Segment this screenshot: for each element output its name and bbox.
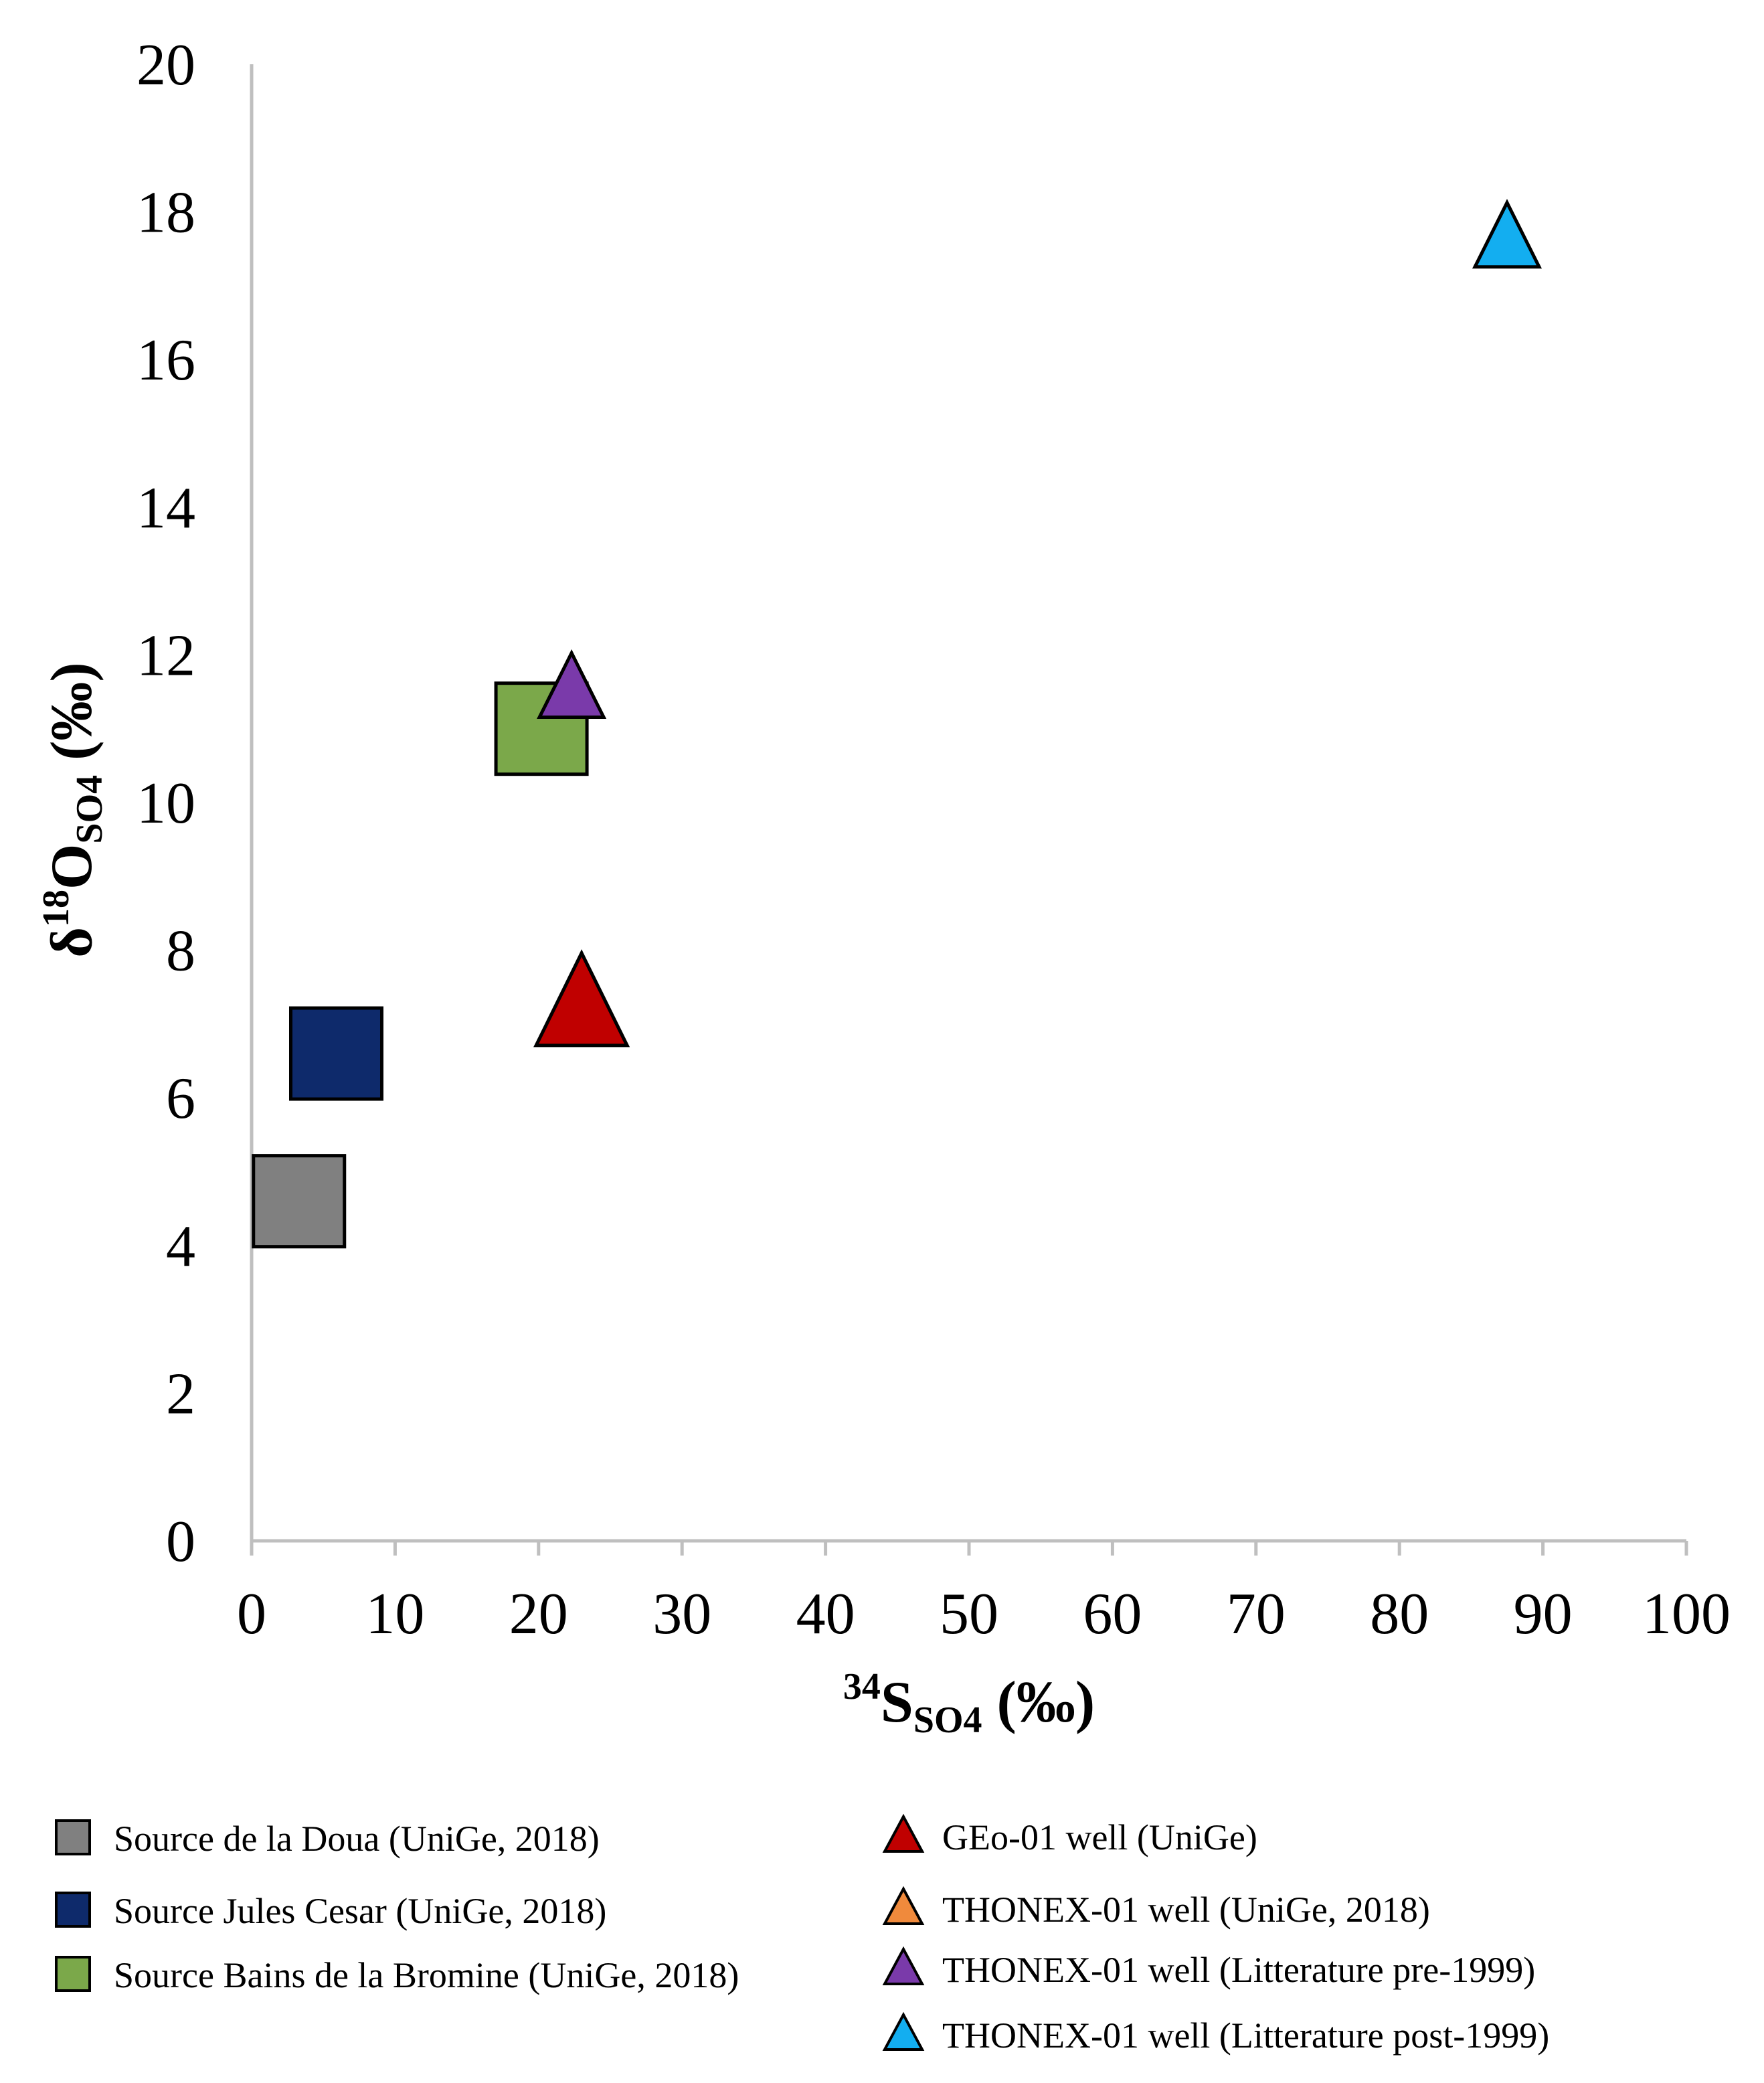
y-axis-title-main: O: [39, 844, 104, 890]
legend-label: THONEX-01 well (UniGe, 2018): [942, 1890, 1430, 1930]
legend-triangle-icon: [882, 1886, 925, 1925]
x-tick-labels: 0 10 20 30 40 50 60 70 80 90 100: [237, 1582, 1731, 1647]
legend-triangle-icon: [882, 2011, 925, 2051]
y-tick-labels: 0 2 4 6 8 10 12 14 16 18 20: [137, 33, 195, 1574]
legend-item: Source Jules Cesar (UniGe, 2018): [55, 1891, 606, 1931]
x-tick-label: 100: [1642, 1582, 1731, 1647]
y-tick-label: 18: [137, 181, 195, 246]
legend-label: Source Jules Cesar (UniGe, 2018): [114, 1891, 606, 1931]
legend-label: THONEX-01 well (Litterature pre-1999): [942, 1950, 1535, 1990]
x-tick-label: 50: [940, 1582, 998, 1647]
data-point-triangle: [533, 949, 630, 1048]
x-tick-label: 30: [652, 1582, 711, 1647]
y-axis-title-sub: SO4: [69, 775, 110, 844]
data-point-triangle: [1472, 199, 1542, 269]
legend-item: GEo-01 well (UniGe): [882, 1813, 1257, 1857]
legend-item: THONEX-01 well (Litterature post-1999): [882, 2011, 1549, 2056]
data-point-square: [252, 1154, 347, 1249]
y-axis-title-prefix: δ: [39, 927, 104, 958]
y-tick-label: 2: [166, 1361, 195, 1426]
data-point-triangle: [537, 649, 607, 720]
x-axis-title-sup: 34: [843, 1666, 881, 1707]
legend-triangle-icon: [882, 1813, 925, 1853]
y-tick-label: 10: [137, 771, 195, 836]
legend-item: THONEX-01 well (Litterature pre-1999): [882, 1946, 1535, 1990]
legend-label: GEo-01 well (UniGe): [942, 1817, 1257, 1857]
legend-square-icon: [55, 1892, 91, 1928]
x-tick-label: 70: [1227, 1582, 1286, 1647]
axes: [250, 64, 1688, 1556]
legend-item: Source de la Doua (UniGe, 2018): [55, 1819, 600, 1859]
data-points: [252, 199, 1542, 1249]
y-tick-label: 6: [166, 1066, 195, 1131]
x-tick-label: 0: [237, 1582, 266, 1647]
legend-label: THONEX-01 well (Litterature post-1999): [942, 2015, 1549, 2056]
y-axis-title-unit: (‰): [39, 662, 104, 775]
x-axis-title-sub: SO4: [913, 1699, 982, 1741]
y-tick-label: 0: [166, 1509, 195, 1574]
x-tick-label: 40: [796, 1582, 855, 1647]
y-tick-label: 14: [137, 476, 195, 541]
x-tick-label: 10: [365, 1582, 424, 1647]
legend: Source de la Doua (UniGe, 2018) Source Ju…: [55, 1813, 1549, 2056]
x-axis-title: 34SSO4 (‰): [843, 1666, 1095, 1741]
legend-item: Source Bains de la Bromine (UniGe, 2018): [55, 1955, 739, 1995]
x-tick-label: 60: [1083, 1582, 1142, 1647]
x-tick-label: 90: [1514, 1582, 1573, 1647]
legend-label: Source Bains de la Bromine (UniGe, 2018): [114, 1955, 739, 1995]
y-tick-label: 20: [137, 33, 195, 98]
legend-triangle-icon: [882, 1946, 925, 1985]
data-point-square: [288, 1006, 383, 1101]
x-tick-label: 20: [509, 1582, 568, 1647]
y-tick-label: 16: [137, 328, 195, 393]
y-tick-label: 12: [137, 623, 195, 688]
y-tick-label: 8: [166, 919, 195, 984]
legend-label: Source de la Doua (UniGe, 2018): [114, 1819, 600, 1859]
y-axis-title: δ18OSO4 (‰): [35, 662, 110, 957]
legend-square-icon: [55, 1956, 91, 1992]
x-axis-title-main: S: [881, 1670, 913, 1735]
y-tick-label: 4: [166, 1214, 195, 1279]
x-axis-title-unit: (‰): [982, 1670, 1095, 1735]
legend-item: THONEX-01 well (UniGe, 2018): [882, 1886, 1430, 1930]
legend-square-icon: [55, 1819, 91, 1855]
x-tick-label: 80: [1370, 1582, 1429, 1647]
y-axis-title-sup: 18: [35, 890, 77, 927]
